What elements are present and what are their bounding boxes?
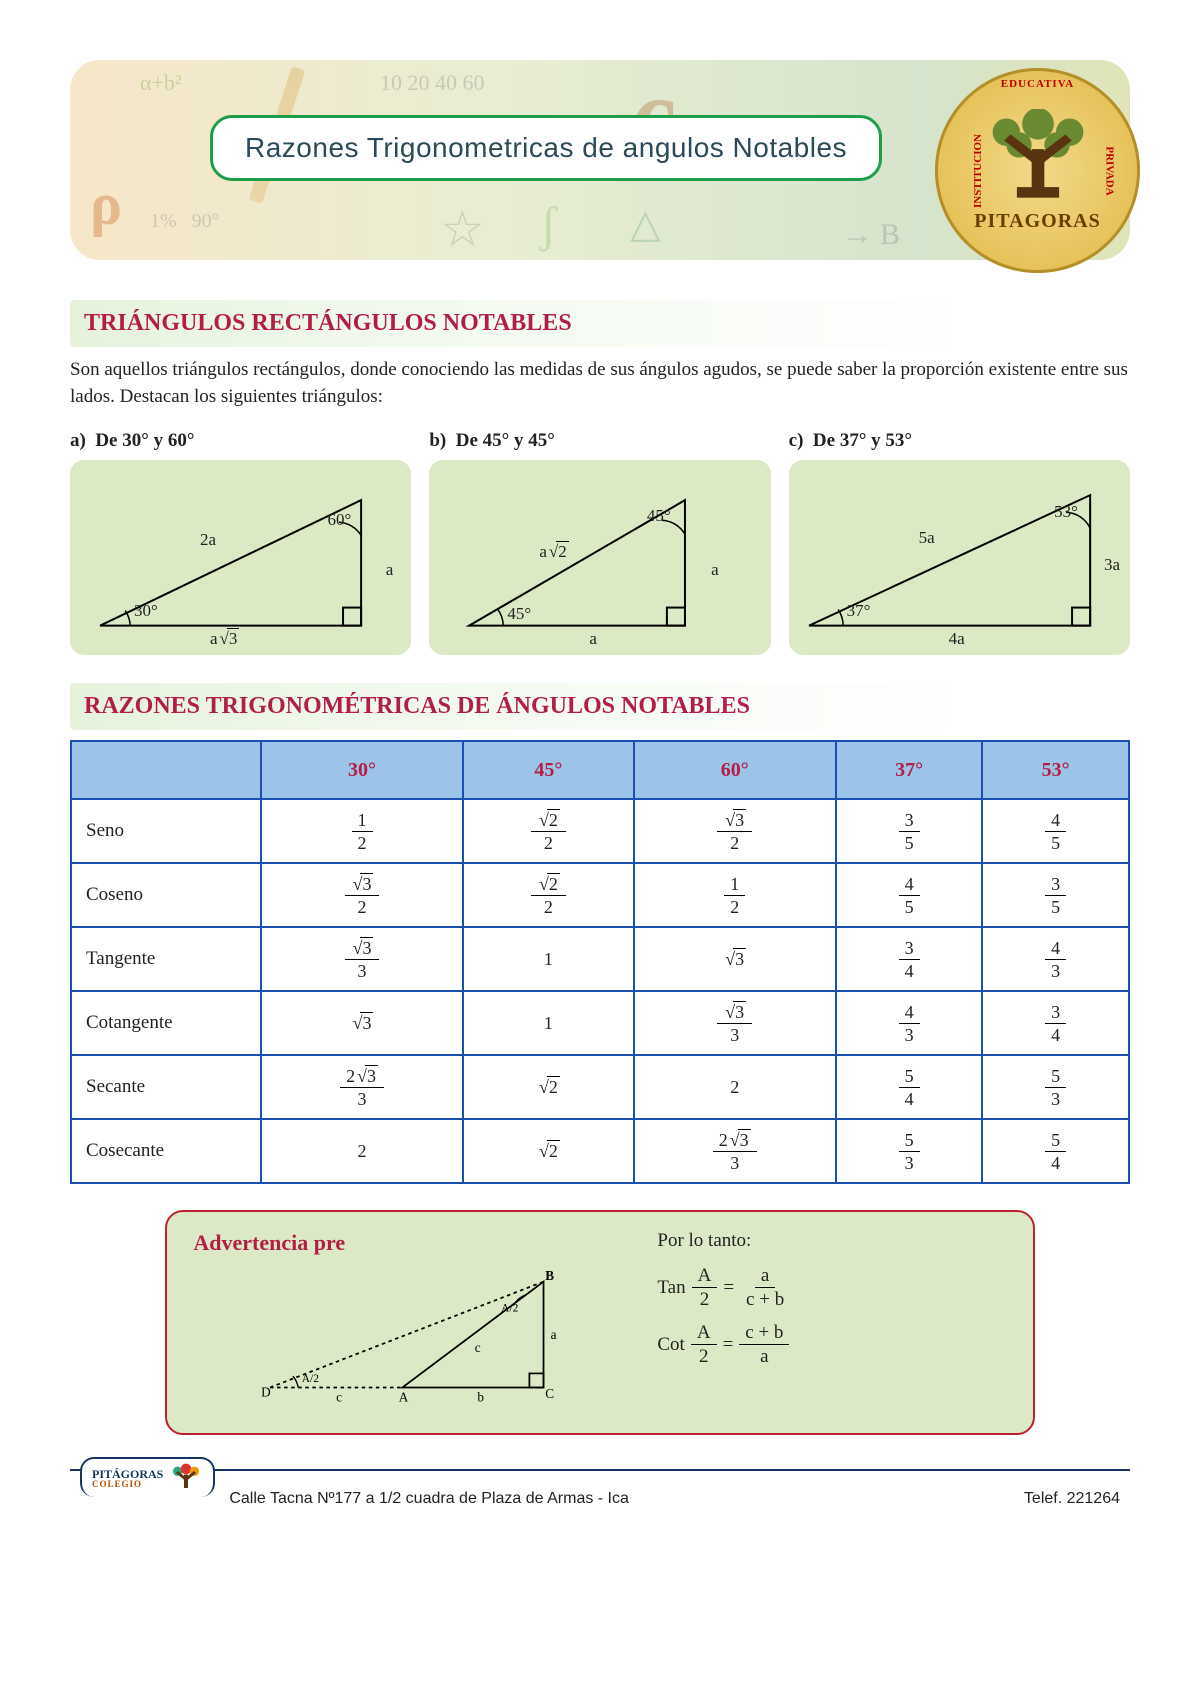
svg-text:A/2: A/2 bbox=[302, 1373, 319, 1385]
section1-heading: TRIÁNGULOS RECTÁNGULOS NOTABLES bbox=[70, 300, 1130, 347]
row-seno: Seno bbox=[71, 799, 261, 863]
cell: 2 bbox=[463, 1055, 634, 1119]
svg-text:c: c bbox=[475, 1340, 481, 1355]
svg-text:D: D bbox=[262, 1385, 272, 1400]
cell: 34 bbox=[836, 927, 983, 991]
footer-address: Calle Tacna Nº177 a 1/2 cuadra de Plaza … bbox=[215, 1490, 1024, 1508]
tri-a-label: a) De 30° y 60° bbox=[70, 430, 411, 452]
svg-text:A: A bbox=[399, 1390, 409, 1405]
badge-arc-right: PRIVADA bbox=[1103, 146, 1115, 195]
page-footer: PITÁGORAS COLEGIO Calle Tacna Nº177 a 1/… bbox=[70, 1469, 1130, 1519]
trig-ratio-table: 30° 45° 60° 37° 53° Seno 12 22 32 35 45 … bbox=[70, 740, 1130, 1184]
tri-c-label: c) De 37° y 53° bbox=[789, 430, 1130, 452]
cell: 1 bbox=[463, 991, 634, 1055]
tri-b-box: a2 a 45° 45° a bbox=[429, 460, 770, 655]
cell: 32 bbox=[634, 799, 836, 863]
row-cotangente: Cotangente bbox=[71, 991, 261, 1055]
header-banner: ρ α+b² 10 20 40 60 0 6 1% 90° ☆ ʃ △ → B … bbox=[70, 60, 1130, 260]
cell: 34 bbox=[982, 991, 1129, 1055]
svg-text:A/2: A/2 bbox=[502, 1303, 519, 1315]
col-60: 60° bbox=[634, 741, 836, 799]
footer-tree-icon bbox=[169, 1463, 203, 1493]
warning-subtitle: Por lo tanto: bbox=[657, 1230, 1006, 1252]
cell: 35 bbox=[982, 863, 1129, 927]
cell: 54 bbox=[836, 1055, 983, 1119]
svg-text:a: a bbox=[551, 1327, 557, 1342]
footer-phone: Telef. 221264 bbox=[1024, 1490, 1120, 1508]
triangles-row: a) De 30° y 60° 2a a 30° 60° a3 bbox=[70, 430, 1130, 655]
row-coseno: Coseno bbox=[71, 863, 261, 927]
svg-text:C: C bbox=[546, 1386, 555, 1401]
cell: 33 bbox=[634, 991, 836, 1055]
cell: 3 bbox=[634, 927, 836, 991]
page-title: Razones Trigonometricas de angulos Notab… bbox=[210, 115, 882, 181]
cell: 3 bbox=[261, 991, 463, 1055]
svg-text:B: B bbox=[546, 1268, 555, 1283]
col-45: 45° bbox=[463, 741, 634, 799]
cell: 2 bbox=[463, 1119, 634, 1183]
svg-text:c: c bbox=[337, 1390, 343, 1405]
warning-box: Advertencia pre D A B C a b c c bbox=[165, 1210, 1034, 1435]
cell: 2 bbox=[634, 1055, 836, 1119]
school-badge: EDUCATIVA INSTITUCION PRIVADA PITAGORAS bbox=[935, 68, 1140, 273]
cell: 32 bbox=[261, 863, 463, 927]
cell: 22 bbox=[463, 863, 634, 927]
col-corner bbox=[71, 741, 261, 799]
tri-c-box: 5a 3a 37° 53° 4a bbox=[789, 460, 1130, 655]
col-53: 53° bbox=[982, 741, 1129, 799]
cell: 53 bbox=[982, 1055, 1129, 1119]
cell: 12 bbox=[261, 799, 463, 863]
cell: 43 bbox=[836, 991, 983, 1055]
warning-diagram: D A B C a b c c A/2 A/2 bbox=[193, 1264, 647, 1414]
cot-equation: Cot A2 = c + ba bbox=[657, 1323, 1006, 1366]
tan-equation: Tan A2 = ac + b bbox=[657, 1266, 1006, 1309]
row-tangente: Tangente bbox=[71, 927, 261, 991]
footer-logo: PITÁGORAS COLEGIO bbox=[80, 1457, 215, 1497]
badge-arc-top: EDUCATIVA bbox=[1001, 78, 1074, 90]
col-30: 30° bbox=[261, 741, 463, 799]
cell: 2 bbox=[261, 1119, 463, 1183]
cell: 22 bbox=[463, 799, 634, 863]
section2-heading: RAZONES TRIGONOMÉTRICAS DE ÁNGULOS NOTAB… bbox=[70, 683, 1130, 730]
badge-brand: PITAGORAS bbox=[974, 210, 1100, 233]
row-cosecante: Cosecante bbox=[71, 1119, 261, 1183]
cell: 45 bbox=[836, 863, 983, 927]
cell: 43 bbox=[982, 927, 1129, 991]
cell: 12 bbox=[634, 863, 836, 927]
row-secante: Secante bbox=[71, 1055, 261, 1119]
cell: 35 bbox=[836, 799, 983, 863]
cell: 53 bbox=[836, 1119, 983, 1183]
warning-title: Advertencia pre bbox=[193, 1230, 647, 1256]
tri-b-label: b) De 45° y 45° bbox=[429, 430, 770, 452]
cell: 54 bbox=[982, 1119, 1129, 1183]
svg-text:b: b bbox=[478, 1390, 485, 1405]
badge-arc-left: INSTITUCION bbox=[972, 134, 984, 208]
cell: 233 bbox=[634, 1119, 836, 1183]
cell: 45 bbox=[982, 799, 1129, 863]
cell: 33 bbox=[261, 927, 463, 991]
cell: 233 bbox=[261, 1055, 463, 1119]
col-37: 37° bbox=[836, 741, 983, 799]
tri-a-box: 2a a 30° 60° a3 bbox=[70, 460, 411, 655]
section1-intro: Son aquellos triángulos rectángulos, don… bbox=[70, 357, 1130, 410]
badge-tree-icon bbox=[983, 109, 1093, 204]
cell: 1 bbox=[463, 927, 634, 991]
